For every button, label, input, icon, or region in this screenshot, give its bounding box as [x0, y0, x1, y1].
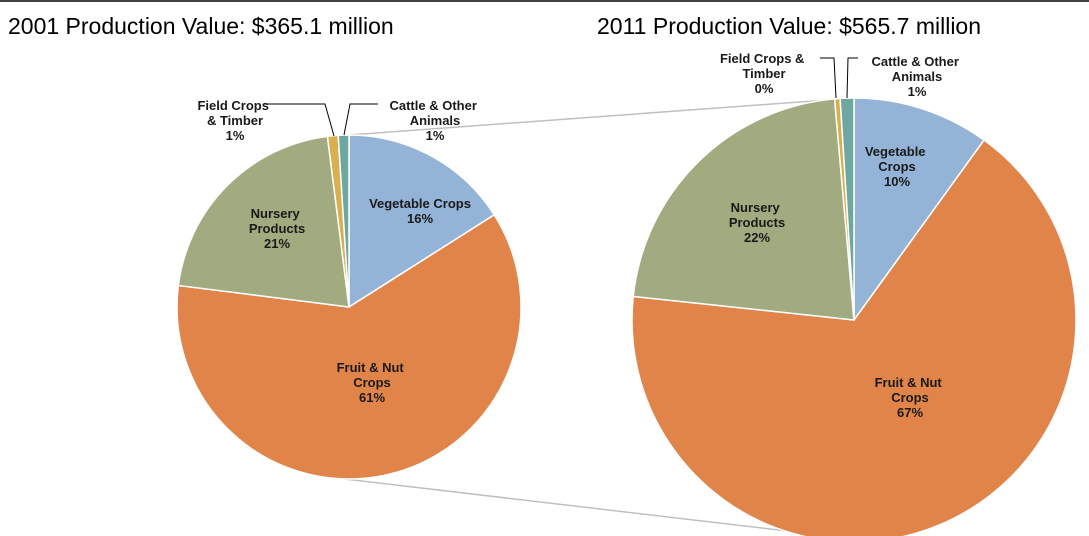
pie-slice	[176, 213, 522, 480]
pie-slice	[853, 97, 986, 323]
slice-value-label: 21%	[264, 236, 290, 251]
slice-label: Vegetable Crops	[865, 144, 929, 174]
slice-value-label: 0%	[755, 81, 774, 96]
pie-slice	[632, 98, 855, 321]
pie-slice	[839, 97, 855, 321]
leader-line	[264, 103, 335, 137]
pie-slice	[177, 135, 350, 308]
pie-slice	[337, 134, 350, 308]
slice-value-label: 1%	[226, 128, 245, 143]
slice-value-label: 22%	[744, 230, 770, 245]
pie-slice	[348, 134, 496, 309]
connector-line	[348, 97, 855, 136]
slice-value-label: 10%	[884, 174, 910, 189]
slice-value-label: 16%	[407, 211, 433, 226]
slice-label: Cattle & Other Animals	[871, 54, 962, 84]
slice-value-label: 67%	[897, 405, 923, 420]
slice-value-label: 1%	[908, 84, 927, 99]
leader-line	[846, 57, 858, 99]
pie-slice	[631, 139, 1077, 536]
slice-value-label: 1%	[426, 128, 445, 143]
slice-label: Fruit & Nut Crops	[875, 375, 946, 405]
slice-label: Nursery Products	[729, 200, 785, 230]
leader-line	[820, 57, 837, 99]
chart-title: 2011 Production Value: $565.7 million	[597, 13, 981, 39]
slice-label: Nursery Products	[249, 206, 305, 236]
slice-label: Cattle & Other Animals	[389, 98, 480, 128]
slice-value-label: 61%	[359, 390, 385, 405]
slice-label: Field Crops & Timber	[197, 98, 272, 128]
connector-line	[335, 477, 831, 536]
slice-label: Fruit & Nut Crops	[337, 360, 408, 390]
chart-title: 2001 Production Value: $365.1 million	[8, 13, 394, 39]
slice-label: Vegetable Crops	[369, 196, 471, 211]
slice-label: Field Crops & Timber	[720, 51, 808, 81]
leader-line	[343, 103, 378, 136]
